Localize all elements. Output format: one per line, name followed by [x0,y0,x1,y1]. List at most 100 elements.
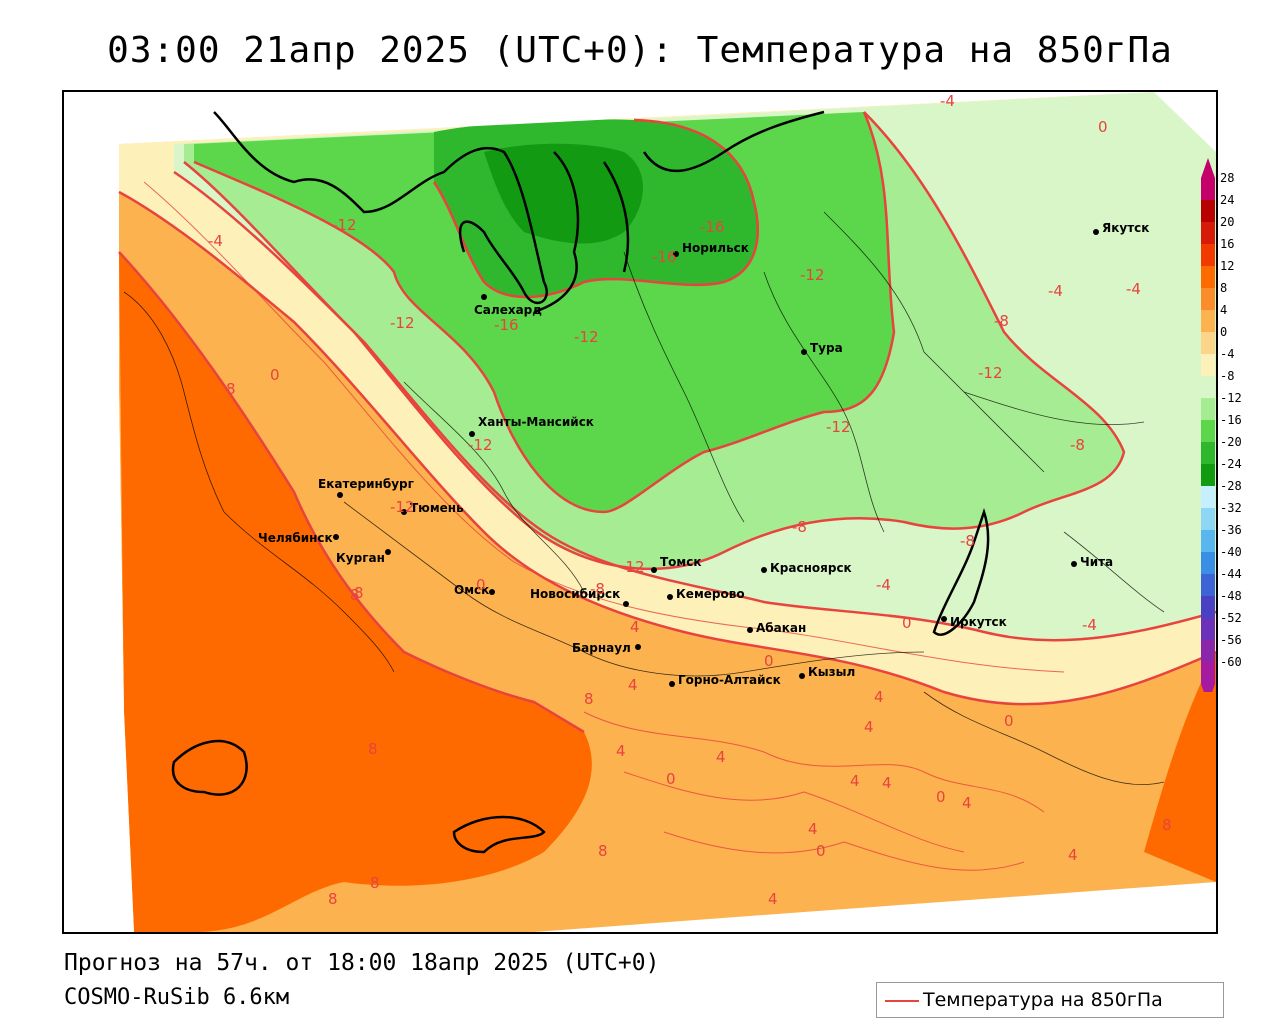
temperature-map: Якутск Норильск Салехард Тура Ханты-Манс… [62,90,1218,934]
forecast-info: Прогноз на 57ч. от 18:00 18апр 2025 (UTC… [64,950,660,976]
contour-label: 8 [598,842,608,860]
scale-swatch [1201,530,1215,552]
scale-tick-label: -28 [1220,479,1242,493]
contour-label: -4 [1126,280,1141,298]
city-dot-ekaterinburg [337,492,343,498]
contour-label: 4 [768,890,778,908]
contour-label: 0 [666,770,676,788]
city-label-norilsk: Норильск [682,241,749,255]
contour-label: 8 [370,874,380,892]
scale-tick-label: 8 [1220,281,1227,295]
city-dot-abakan [747,627,753,633]
city-label-chelyabinsk: Челябинск [258,531,333,545]
outside-domain-left [64,92,134,932]
scale-tick-label: 20 [1220,215,1234,229]
model-name: COSMO-RuSib 6.6км [64,985,290,1010]
contour-label: 4 [864,718,874,736]
scale-swatch [1201,640,1215,662]
city-dot-khanty [469,431,475,437]
contour-label: -12 [620,558,645,576]
city-label-gorno-altaysk: Горно-Алтайск [678,673,781,687]
scale-swatch [1201,596,1215,618]
contour-label: -12 [390,498,415,516]
contour-label: -16 [652,248,677,266]
scale-swatch [1201,332,1215,354]
scale-swatch [1201,222,1215,244]
outside-domain-top [64,92,1154,144]
city-dot-norilsk [673,251,679,257]
city-label-kyzyl: Кызыл [808,665,855,679]
hot-zone-southwest [119,252,592,932]
scale-tick-label: -4 [1220,347,1234,361]
contour-labels: -4 0 -12 -16 -16 -12 -4 -12 -16 -12 -12 … [208,92,1172,908]
contour-label: -12 [826,418,851,436]
map-legend: Температура на 850гПа [876,982,1224,1018]
city-dot-irkutsk [941,616,947,622]
scale-swatch [1201,398,1215,420]
band-below-minus20 [484,143,643,244]
scale-tick-label: -12 [1220,391,1242,405]
contour-label: 4 [630,618,640,636]
contour-label: 8 [1162,816,1172,834]
scale-tick-label: -44 [1220,567,1242,581]
scale-swatch [1201,574,1215,596]
scale-swatch [1201,552,1215,574]
city-label-ekaterinburg: Екатеринбург [318,477,414,491]
scale-swatch [1201,508,1215,530]
city-label-krasnoyarsk: Красноярск [770,561,852,575]
contour-label: -16 [700,218,725,236]
city-label-barnaul: Барнаул [572,641,631,655]
contour-label: 8 [226,380,236,398]
city-label-irkutsk: Иркутск [950,615,1007,629]
city-label-tura: Тура [810,341,843,355]
city-label-abakan: Абакан [756,621,806,635]
map-title: 03:00 21апр 2025 (UTC+0): Температура на… [107,30,1173,71]
city-label-tomsk: Томск [660,555,702,569]
contour-label: 4 [882,774,892,792]
city-dot-chelyabinsk [333,534,339,540]
city-dot-yakutsk [1093,229,1099,235]
city-dot-kemerovo [667,594,673,600]
legend-label: Температура на 850гПа [923,989,1163,1011]
city-label-tyumen: Тюмень [410,501,464,515]
city-dot-omsk [489,589,495,595]
scale-tick-label: -16 [1220,413,1242,427]
scale-swatch [1201,354,1215,376]
contour-label: -8 [590,580,605,598]
map-canvas: Якутск Норильск Салехард Тура Ханты-Манс… [64,92,1216,932]
contour-label: 4 [962,794,972,812]
contour-label: 4 [628,676,638,694]
legend-line-swatch [885,1000,919,1002]
outside-domain-right [1154,92,1216,152]
scale-tick-label: -20 [1220,435,1242,449]
color-scale: 28 24 20 16 12 8 4 0 -4 -8 -12 -16 -20 -24 -28 -32 -36 -4… [1200,158,1280,704]
city-dot-novosibirsk [623,601,629,607]
contour-label: -12 [390,314,415,332]
scale-swatch [1201,288,1215,310]
city-label-khanty: Ханты-Мансийск [478,415,594,429]
contour-label: -8 [994,312,1009,330]
city-label-chita: Чита [1080,555,1113,569]
scale-tick-label: -24 [1220,457,1242,471]
scale-tick-label: 16 [1220,237,1234,251]
city-label-kurgan: Курган [336,551,385,565]
contour-label: -8 [792,518,807,536]
city-label-kemerovo: Кемерово [676,587,745,601]
contour-label: -12 [800,266,825,284]
city-dot-tomsk [651,567,657,573]
contour-label: 0 [476,576,486,594]
contour-label: -12 [574,328,599,346]
region-borders [123,211,1165,786]
city-dot-gorno-altaysk [669,681,675,687]
contour-label: 0 [764,652,774,670]
city-dot-chita [1071,561,1077,567]
scale-tick-label: -56 [1220,633,1242,647]
city-dot-kurgan [385,549,391,555]
city-dot-krasnoyarsk [761,567,767,573]
city-dot-tyumen [401,509,407,515]
contour-label: 4 [1068,846,1078,864]
contour-label: -4 [940,92,955,110]
scale-tick-label: -60 [1220,655,1242,669]
scale-swatch [1201,618,1215,640]
contour-label: 8 [328,890,338,908]
